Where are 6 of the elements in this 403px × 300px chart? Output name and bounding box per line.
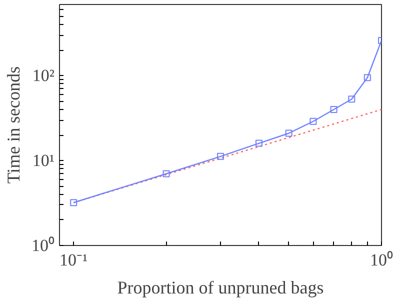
y-tick-label: 10² [32, 66, 55, 86]
x-tick-label: 10⁻¹ [60, 250, 88, 270]
y-axis-title: Time in seconds [4, 66, 24, 184]
x-axis-title: Proportion of unpruned bags [117, 278, 324, 298]
y-tick-label: 10⁰ [32, 236, 54, 255]
y-tick-label: 10¹ [32, 151, 55, 170]
